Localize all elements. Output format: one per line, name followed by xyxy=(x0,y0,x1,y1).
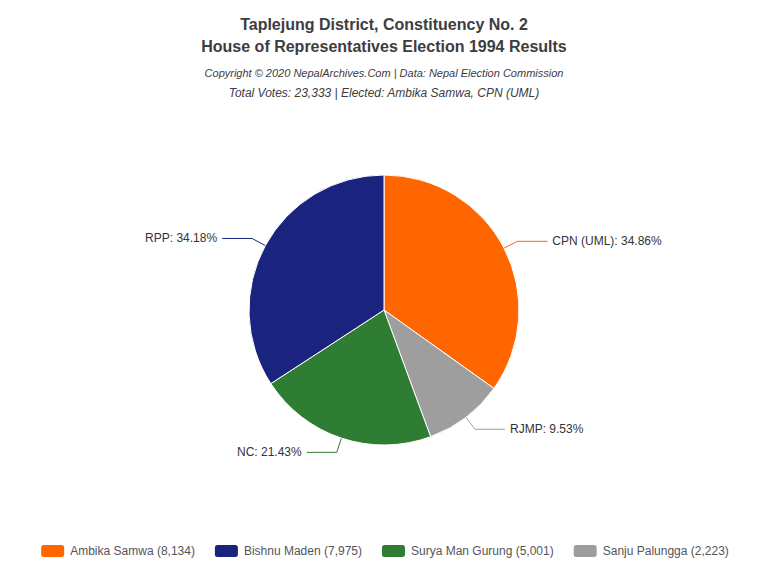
svg-text:Sanju Palungga (2,223): Sanju Palungga (2,223) xyxy=(603,544,729,558)
svg-text:RPP: 34.18%: RPP: 34.18% xyxy=(145,231,217,245)
svg-text:Bishnu Maden (7,975): Bishnu Maden (7,975) xyxy=(244,544,362,558)
svg-text:Total Votes: 23,333 | Elected:: Total Votes: 23,333 | Elected: Ambika Sa… xyxy=(229,86,540,100)
svg-text:House of Representatives Elect: House of Representatives Election 1994 R… xyxy=(201,38,567,55)
svg-text:Taplejung District, Constituen: Taplejung District, Constituency No. 2 xyxy=(240,16,528,33)
svg-text:Surya Man Gurung (5,001): Surya Man Gurung (5,001) xyxy=(411,544,554,558)
svg-text:Ambika Samwa (8,134): Ambika Samwa (8,134) xyxy=(70,544,195,558)
svg-text:CPN (UML): 34.86%: CPN (UML): 34.86% xyxy=(552,234,662,248)
svg-text:Copyright © 2020 NepalArchives: Copyright © 2020 NepalArchives.Com | Dat… xyxy=(205,67,564,79)
svg-text:NC: 21.43%: NC: 21.43% xyxy=(237,445,302,459)
svg-text:RJMP: 9.53%: RJMP: 9.53% xyxy=(510,422,584,436)
